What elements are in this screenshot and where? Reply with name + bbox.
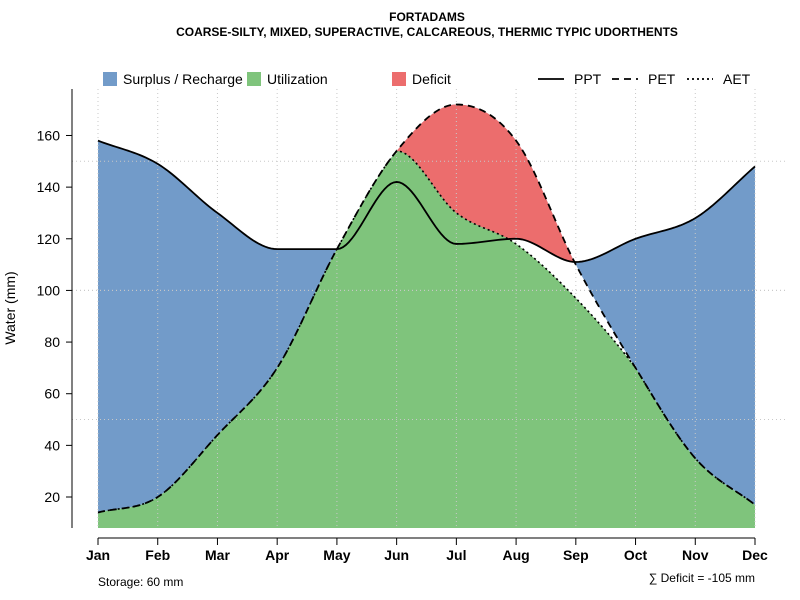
x-tick-label: Mar xyxy=(205,547,230,563)
x-tick-label: Feb xyxy=(145,547,170,563)
legend-swatch xyxy=(103,72,117,86)
y-tick-label: 100 xyxy=(37,282,61,298)
legend-label: PET xyxy=(648,71,676,87)
aet-line xyxy=(97,150,756,514)
axes: 20 40 60 80 100 120 140 160 Jan Feb Mar Apr May Jun Ju… xyxy=(37,89,768,563)
y-tick-label: 60 xyxy=(44,386,60,402)
x-tick-label: Jun xyxy=(384,547,409,563)
y-tick-label: 160 xyxy=(37,127,61,143)
legend: Surplus / Recharge Utilization Deficit PPT P… xyxy=(103,71,751,87)
x-tick-label: Oct xyxy=(624,547,648,563)
x-tick-label: May xyxy=(323,547,350,563)
x-tick-label: Nov xyxy=(682,547,709,563)
y-tick-label: 140 xyxy=(37,179,61,195)
legend-swatch xyxy=(247,72,261,86)
y-tick-label: 80 xyxy=(44,334,60,350)
legend-label: AET xyxy=(723,71,751,87)
chart-subtitle: COARSE-SILTY, MIXED, SUPERACTIVE, CALCAR… xyxy=(176,25,678,39)
deficit-area xyxy=(98,104,755,263)
legend-label: Surplus / Recharge xyxy=(123,71,243,87)
x-tick-label: Sep xyxy=(563,547,589,563)
plot-areas xyxy=(98,104,755,529)
legend-label: Deficit xyxy=(412,71,451,87)
y-tick-label: 120 xyxy=(37,231,61,247)
series-lines xyxy=(97,103,756,514)
y-axis-label: Water (mm) xyxy=(2,271,18,344)
x-tick-label: Apr xyxy=(265,547,290,563)
deficit-note: ∑ Deficit = -105 mm xyxy=(649,571,755,585)
x-tick-label: Dec xyxy=(742,547,768,563)
storage-note: Storage: 60 mm xyxy=(98,575,183,589)
utilization-area xyxy=(98,150,755,529)
legend-label: Utilization xyxy=(267,71,328,87)
ppt-line xyxy=(97,139,756,263)
x-tick-label: Aug xyxy=(502,547,529,563)
pet-line xyxy=(97,103,756,514)
y-tick-label: 20 xyxy=(44,489,60,505)
grid xyxy=(72,89,785,528)
chart-title: FORTADAMS xyxy=(389,10,465,24)
x-tick-label: Jul xyxy=(446,547,466,563)
y-tick-label: 40 xyxy=(44,437,60,453)
legend-label: PPT xyxy=(574,71,602,87)
x-tick-label: Jan xyxy=(86,547,110,563)
legend-swatch xyxy=(392,72,406,86)
